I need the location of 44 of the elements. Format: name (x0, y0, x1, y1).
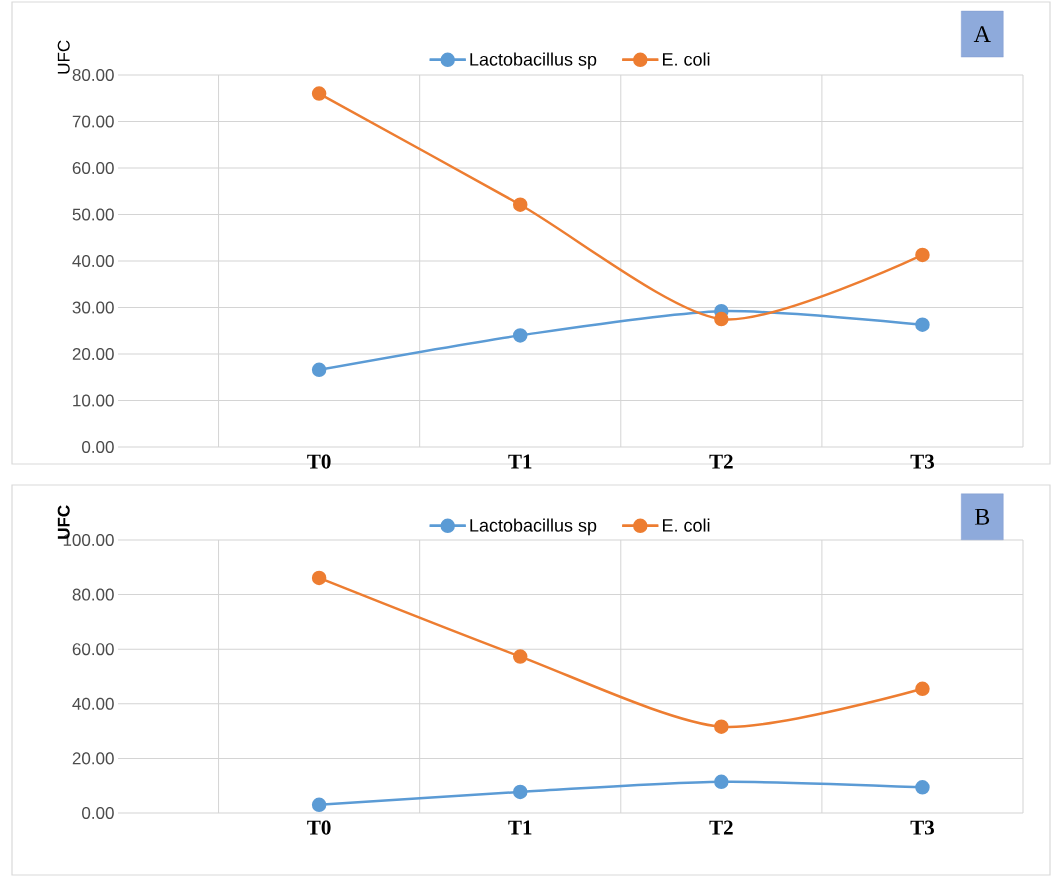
x-tick-label: T0 (307, 454, 331, 469)
legend-label: Lactobacillus sp (470, 52, 597, 70)
y-tick-label: 40.00 (72, 697, 114, 710)
x-tick-label: T2 (709, 820, 733, 835)
legend-label: E. coli (663, 52, 710, 66)
y-tick-label: 80.00 (72, 588, 114, 601)
point (915, 681, 930, 697)
x-tick-label: T1 (508, 454, 532, 469)
legend-label: E. coli (663, 518, 710, 532)
point (714, 311, 729, 327)
x-tick-label: T3 (910, 454, 934, 469)
point (311, 86, 327, 101)
y-tick-label: 50.00 (72, 208, 114, 221)
point (915, 317, 930, 332)
y-tick-label: 60.00 (72, 643, 114, 656)
text: B (974, 508, 990, 525)
point (512, 197, 528, 212)
point (311, 797, 327, 813)
y-axis-title: UFC (57, 40, 70, 74)
point (714, 719, 729, 734)
y-tick-label: 30.00 (72, 301, 114, 314)
point (915, 247, 930, 263)
y-tick-label: 40.00 (72, 254, 114, 268)
y-tick-label: 10.00 (73, 394, 114, 407)
point (714, 774, 729, 790)
point (512, 649, 528, 664)
y-tick-label: 20.00 (72, 752, 114, 765)
x-tick-label: T3 (910, 820, 934, 835)
point (512, 784, 528, 800)
y-tick-label: 80.00 (72, 68, 114, 82)
y-tick-label: 70.00 (72, 115, 114, 128)
y-tick-label: 0.00 (82, 440, 114, 454)
y-tick-label: 60.00 (72, 161, 114, 175)
x-tick-label: T2 (709, 454, 733, 469)
legend-label: Lactobacillus sp (470, 518, 597, 536)
x-tick-label: T0 (307, 820, 331, 835)
point (311, 570, 327, 586)
text: A (973, 26, 991, 42)
y-tick-label: 20.00 (72, 347, 114, 361)
x-tick-label: T1 (508, 820, 532, 835)
point (311, 362, 327, 378)
point (915, 780, 930, 795)
y-tick-label: 0.00 (82, 806, 114, 820)
point (512, 328, 528, 343)
